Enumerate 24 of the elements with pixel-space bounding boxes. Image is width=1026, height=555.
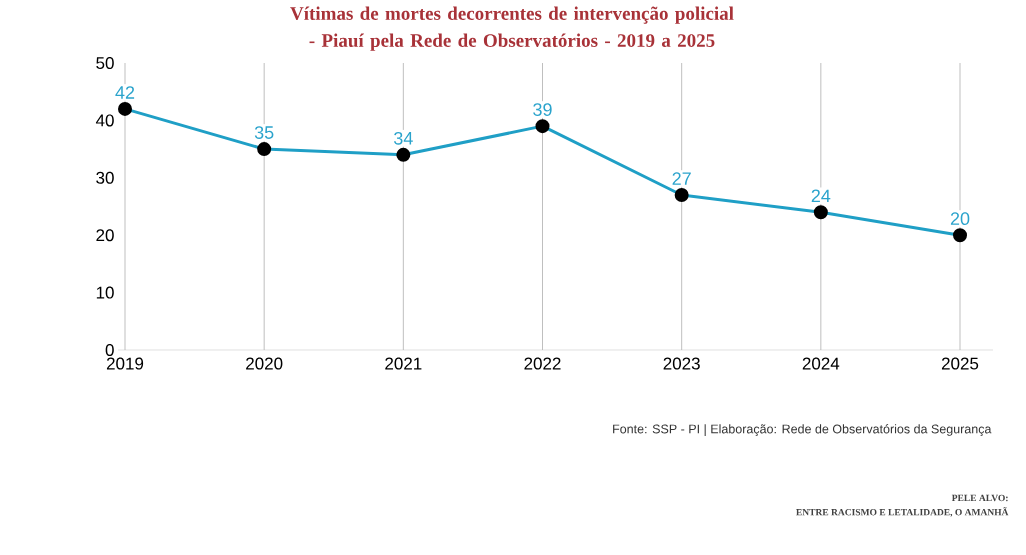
text: PELE ALVO: (951, 494, 1008, 502)
y-tick-label: 10 (96, 286, 114, 299)
x-tick-label: 2024 (802, 357, 840, 370)
text: ENTRE RACISMO E LETALIDADE, O AMANHÃ (796, 507, 1009, 517)
source-note: Fonte: SSP - PI | Elaboração: Rede de Observatórios da Segurança (613, 424, 992, 436)
x-tick-label: 2021 (385, 357, 422, 370)
x-tick-label: 2025 (941, 357, 979, 370)
data-label: 42 (115, 86, 135, 99)
y-tick-label: 20 (96, 229, 114, 242)
y-tick-label: 0 (105, 343, 114, 357)
data-label: 24 (811, 189, 831, 203)
x-tick-label: 2020 (246, 357, 283, 370)
data-label: 39 (533, 103, 552, 116)
data-label: 34 (394, 131, 413, 145)
y-tick-label: 50 (96, 56, 114, 70)
data-label: 35 (254, 126, 274, 139)
x-tick-label: 2019 (106, 357, 144, 370)
data-label: 20 (950, 212, 970, 225)
y-tick-label: 40 (95, 114, 114, 127)
y-tick-label: 30 (96, 171, 114, 184)
chart-title: Vítimas de mortes decorrentes de intervenção policial - Piauí pela Rede de Observatórios - 2019 a 2025 (290, 6, 734, 51)
data-label: 27 (672, 172, 691, 185)
x-tick-label: 2023 (663, 357, 700, 370)
x-tick-label: 2022 (524, 357, 561, 370)
